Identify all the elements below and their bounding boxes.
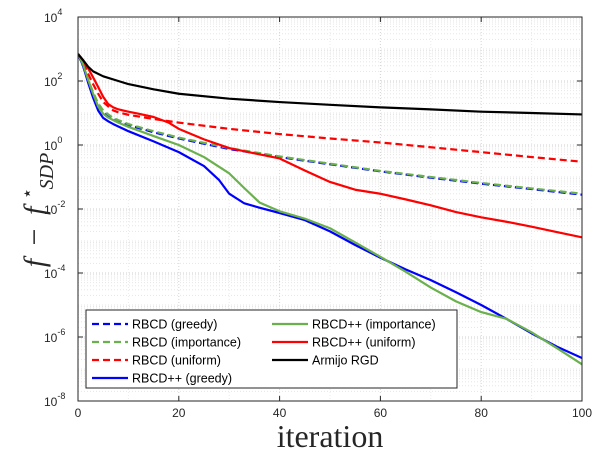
x-tick-label: 0 <box>75 406 82 420</box>
y-tick-base: 10 <box>44 139 58 153</box>
y-tick-exponent: -8 <box>57 391 65 401</box>
series-layer <box>78 53 582 366</box>
legend: RBCD (greedy) RBCD (importance) RBCD (unif… <box>85 309 458 389</box>
y-tick-exponent: 0 <box>57 135 62 145</box>
y-label-star: ⋆ <box>17 188 37 199</box>
x-tick-labels: 0 20 40 60 80 100 <box>75 406 593 420</box>
x-tick-label: 60 <box>374 406 388 420</box>
y-tick-exponent: -4 <box>57 263 65 273</box>
x-tick-label: 100 <box>572 406 592 420</box>
y-tick-base: 10 <box>44 11 58 25</box>
legend-label-rbcd-plus-plus-greedy: RBCD++ (greedy) <box>132 372 232 386</box>
y-tick-exponent: -6 <box>57 327 65 337</box>
series-line-rbcd-plus-plus-greedy <box>78 53 582 360</box>
legend-label-armijo-rgd: Armijo RGD <box>312 354 379 368</box>
legend-label-rbcd-uniform: RBCD (uniform) <box>132 354 221 368</box>
y-tick-label: 104 <box>44 7 62 25</box>
x-tick-label: 40 <box>273 406 287 420</box>
legend-label-rbcd-plus-plus-importance: RBCD++ (importance) <box>312 318 436 332</box>
y-tick-base: 10 <box>44 267 58 281</box>
y-tick-label: 10-4 <box>44 263 65 281</box>
legend-label-rbcd-greedy: RBCD (greedy) <box>132 318 217 332</box>
x-tick-label: 80 <box>475 406 489 420</box>
series-line-rbcd-plus-plus-importance <box>78 53 582 366</box>
y-label-f2: f <box>18 203 51 215</box>
y-tick-label: 10-6 <box>44 327 65 345</box>
y-tick-label: 10-8 <box>44 391 65 409</box>
legend-label-rbcd-plus-plus-uniform: RBCD++ (uniform) <box>312 336 416 350</box>
y-tick-exponent: -2 <box>57 199 65 209</box>
series-line-rbcd-plus-plus-uniform <box>78 53 582 239</box>
series-line-rbcd-importance <box>78 53 582 195</box>
y-label-subscript: SDP <box>36 153 58 190</box>
legend-label-rbcd-importance: RBCD (importance) <box>132 336 241 350</box>
x-tick-label: 20 <box>172 406 186 420</box>
y-tick-base: 10 <box>44 395 58 409</box>
axis-ticks <box>77 16 583 402</box>
series-line-armijo-rgd <box>78 53 582 116</box>
series-line-rbcd-uniform <box>78 53 582 163</box>
y-tick-exponent: 2 <box>57 71 62 81</box>
y-tick-label: 100 <box>44 135 62 153</box>
y-tick-base: 10 <box>44 75 58 89</box>
y-tick-label: 10-2 <box>44 199 65 217</box>
legend-box <box>85 309 458 389</box>
x-axis-label: iteration <box>277 418 384 453</box>
y-label-f1: f <box>18 255 51 267</box>
y-tick-label: 102 <box>44 71 62 89</box>
y-tick-base: 10 <box>44 331 58 345</box>
svg-text:f − f ⋆: f − f ⋆ SDP <box>7 153 58 268</box>
y-tick-exponent: 4 <box>57 7 62 17</box>
y-tick-base: 10 <box>44 203 58 217</box>
y-axis-label: f − f ⋆ SDP <box>7 153 58 268</box>
y-label-minus: − <box>18 229 51 246</box>
